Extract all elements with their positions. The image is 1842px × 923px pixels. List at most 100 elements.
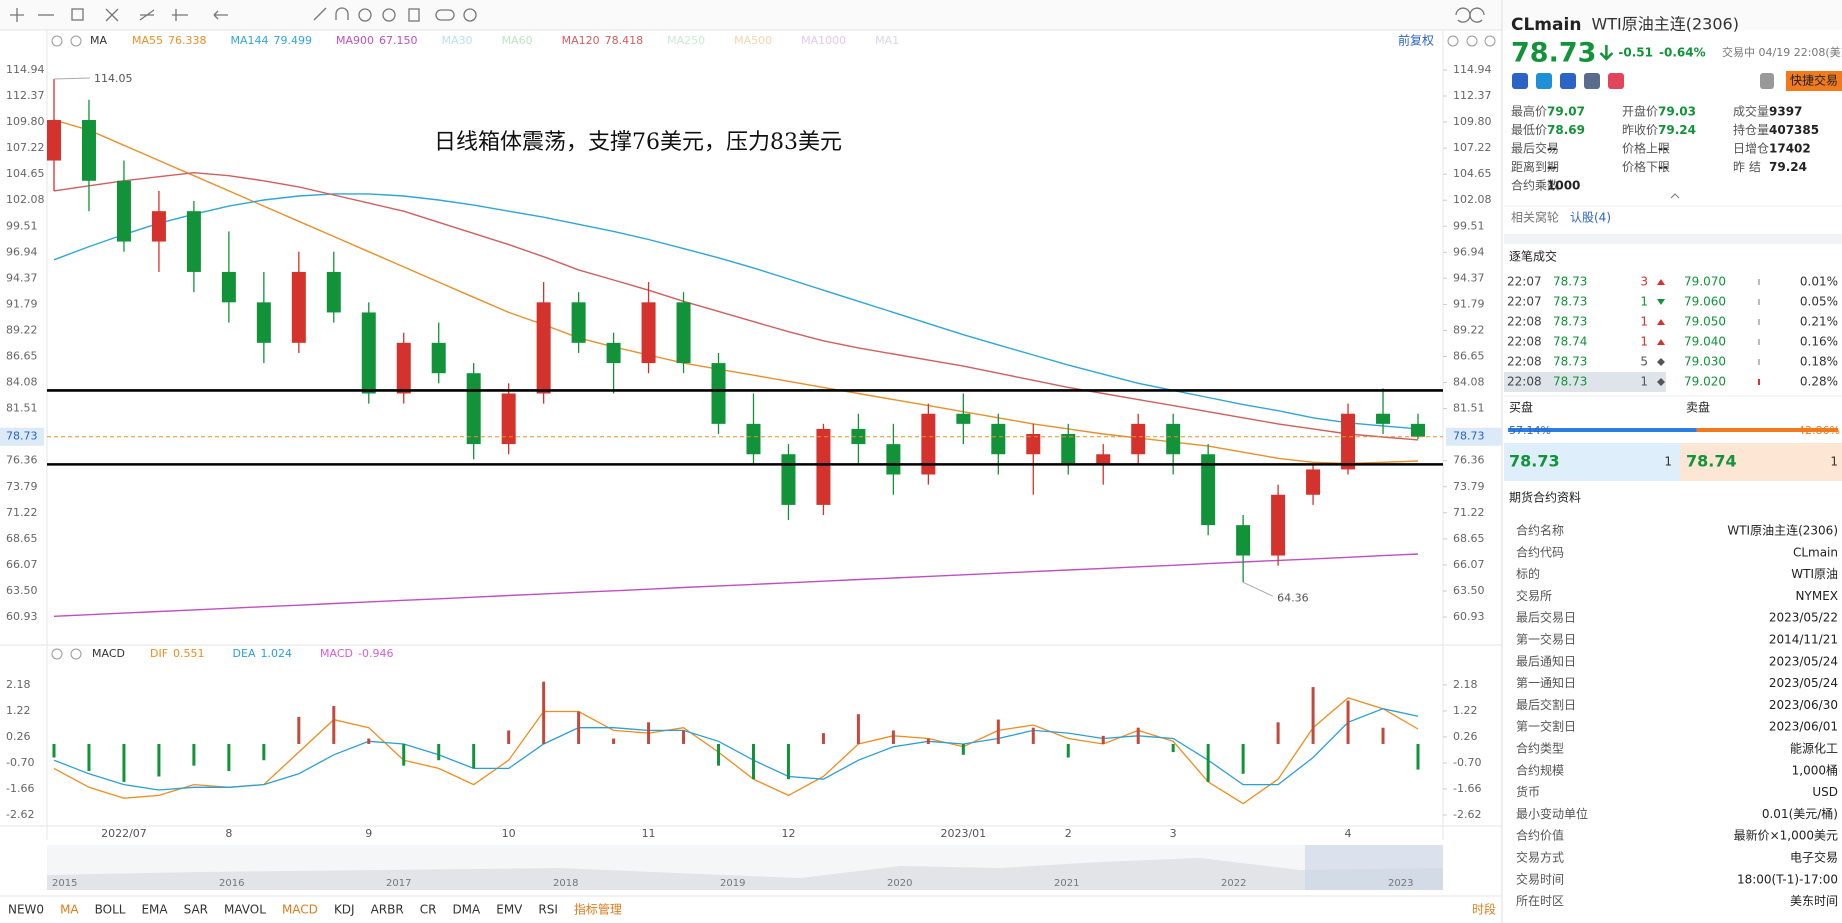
info-label: 交易时间 — [1516, 871, 1564, 886]
candle-body — [501, 393, 516, 445]
toolbar-icon[interactable] — [1512, 73, 1528, 89]
bid-size: 1 — [1664, 455, 1672, 469]
stat-label: 最高价 — [1511, 104, 1547, 119]
macd-bar — [332, 706, 336, 744]
macd-bar — [1206, 743, 1210, 782]
macd-bar — [192, 743, 196, 766]
candle-body — [1026, 433, 1041, 455]
candle-body — [816, 428, 831, 505]
info-label: 最后交割日 — [1516, 697, 1576, 712]
y-tick-label-left: 63.50 — [6, 584, 38, 597]
y-tick-label: 112.37 — [1453, 89, 1492, 102]
toolbar-icon[interactable] — [1584, 73, 1600, 89]
indicator-tab[interactable]: RSI — [538, 903, 558, 917]
legend-name: MA120 — [562, 34, 600, 47]
info-value: 最新价×1,000美元 — [1734, 828, 1838, 843]
y-tick-label: 68.65 — [1453, 532, 1485, 545]
indicator-tab[interactable]: BOLL — [95, 903, 126, 917]
info-label: 第一交割日 — [1516, 719, 1576, 734]
macd-bar — [227, 743, 231, 772]
indicator-tab[interactable]: MAVOL — [224, 903, 266, 917]
y-tick-label: 71.22 — [1453, 506, 1485, 519]
stat-label: 昨收价 — [1622, 123, 1658, 137]
tick-time: 22:08 — [1507, 335, 1542, 349]
info-label: 最后通知日 — [1516, 654, 1576, 668]
candle-body — [1061, 433, 1076, 465]
stat-value: 1000 — [1547, 179, 1580, 193]
tick-time: 22:08 — [1507, 315, 1542, 329]
indicator-tab[interactable]: EMV — [496, 903, 523, 917]
quick-trade-button[interactable] — [1786, 71, 1842, 91]
candle-body — [466, 373, 481, 445]
y-tick-label-left: 84.08 — [6, 376, 38, 389]
ask-ratio-bar — [1696, 428, 1838, 432]
candle-body — [746, 423, 761, 455]
info-value: 美东时间 — [1790, 894, 1838, 908]
y-tick-label: -0.70 — [1453, 756, 1481, 769]
macd-bar — [1276, 722, 1280, 744]
y-tick-label-left: 89.22 — [6, 323, 38, 336]
y-tick-label: 63.50 — [1453, 584, 1485, 597]
macd-bar — [1066, 743, 1070, 758]
toolbar-icon[interactable] — [1608, 73, 1624, 89]
y-tick-label-left: 2.18 — [6, 678, 31, 691]
y-tick-label: 86.65 — [1453, 350, 1485, 363]
candle-body — [921, 413, 936, 475]
section-gap — [1504, 234, 1842, 244]
low-annotation: 64.36 — [1277, 591, 1309, 604]
ma-line — [53, 553, 1419, 617]
legend-name: MA900 — [336, 34, 374, 47]
navigator-window[interactable] — [1305, 845, 1443, 890]
y-tick-label-left: 66.07 — [6, 558, 38, 571]
macd-line — [53, 697, 1419, 805]
indicator-tab[interactable]: 指标管理 — [574, 902, 622, 917]
indicator-tab[interactable]: MACD — [282, 903, 318, 917]
year-label: 2021 — [1054, 878, 1079, 889]
info-value: 2023/05/24 — [1769, 676, 1838, 690]
info-value: 2023/05/24 — [1769, 654, 1838, 668]
indicator-tab[interactable]: SAR — [184, 903, 208, 917]
indicator-tab[interactable]: ARBR — [371, 903, 404, 917]
indicator-tab[interactable]: DMA — [452, 903, 481, 917]
y-tick-label: 102.08 — [1453, 193, 1492, 206]
indicator-tab[interactable]: KDJ — [334, 903, 355, 917]
y-tick-label: 99.51 — [1453, 219, 1485, 232]
period-button[interactable]: 时段 — [1472, 902, 1496, 917]
info-label: 所在时区 — [1516, 894, 1564, 908]
y-tick-label: 76.36 — [1453, 454, 1485, 467]
related-label: 相关窝轮 — [1511, 210, 1559, 225]
candle-body — [256, 302, 271, 343]
info-label: 合约价值 — [1516, 828, 1564, 843]
candle-body — [291, 271, 306, 343]
toolbar-icons[interactable] — [10, 7, 1485, 23]
tick-price: 78.73 — [1553, 355, 1587, 369]
alert-icon — [1760, 73, 1774, 89]
stat-value: 9397 — [1769, 105, 1802, 119]
restore-button[interactable]: 前复权 — [1398, 33, 1434, 48]
indicator-tab[interactable]: CR — [420, 903, 437, 917]
info-value: 2023/06/30 — [1769, 698, 1838, 712]
macd-bar — [996, 719, 1000, 744]
y-tick-label-left: 96.94 — [6, 245, 38, 258]
last-price-box — [0, 427, 44, 446]
ladder-price: 79.020 — [1684, 375, 1726, 389]
year-label: 2023 — [1388, 878, 1413, 889]
indicator-tab[interactable]: EMA — [141, 903, 168, 917]
macd-bar — [262, 743, 266, 761]
toolbar-icon[interactable] — [1560, 73, 1576, 89]
toolbar-icon[interactable] — [1536, 73, 1552, 89]
macd-bar — [122, 743, 126, 782]
stat-value: -- — [1547, 142, 1557, 156]
indicator-tab[interactable]: NEW0 — [8, 903, 44, 917]
tick-direction — [1657, 299, 1665, 305]
warrants-link[interactable]: 认股(4) — [1570, 211, 1611, 225]
legend-icons[interactable] — [51, 35, 1496, 660]
last-price-box — [1446, 427, 1502, 446]
y-tick-label-left: -1.66 — [6, 782, 34, 795]
y-tick-label: 89.22 — [1453, 323, 1485, 336]
legend-value: 76.338 — [168, 34, 207, 47]
y-tick-label-left: 71.22 — [6, 506, 38, 519]
info-value: 18:00(T-1)-17:00 — [1737, 872, 1838, 886]
tick-qty: 1 — [1640, 375, 1648, 389]
indicator-tab[interactable]: MA — [60, 903, 79, 917]
